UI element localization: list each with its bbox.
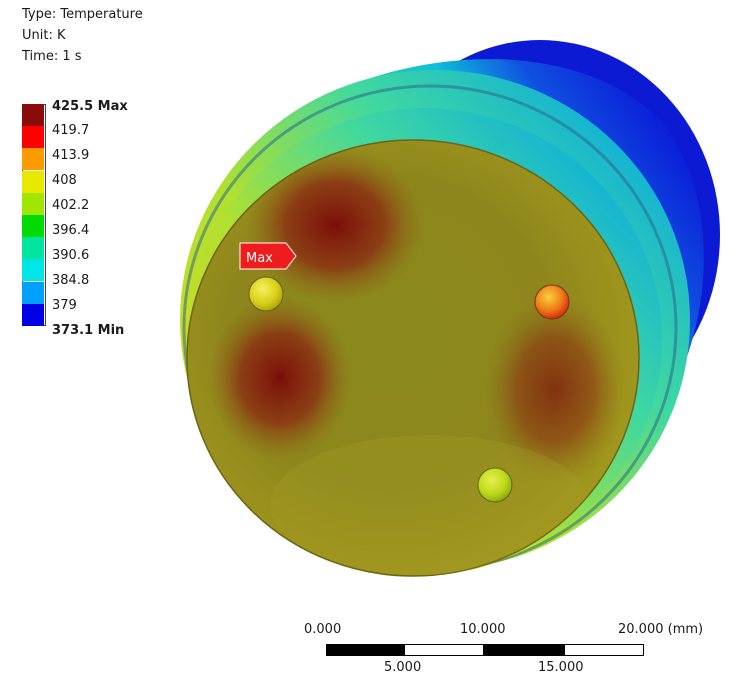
legend-swatch bbox=[22, 192, 44, 215]
scale-bar: 0.000 10.000 20.000 (mm) 5.000 15.000 bbox=[300, 616, 720, 680]
pin-right bbox=[534, 284, 570, 320]
legend-label: 408 bbox=[52, 173, 77, 188]
legend-label: 413.9 bbox=[52, 148, 90, 163]
scale-tick-label: 10.000 bbox=[460, 622, 506, 637]
legend-label: 390.6 bbox=[52, 248, 90, 263]
legend-label: 384.8 bbox=[52, 273, 90, 288]
legend-swatch bbox=[22, 237, 44, 260]
hot-spot bbox=[485, 295, 625, 485]
result-time: Time: 1 s bbox=[22, 49, 82, 64]
legend-label: 402.2 bbox=[52, 198, 90, 213]
scale-tick-label: 5.000 bbox=[384, 660, 422, 675]
max-probe-label[interactable]: Max bbox=[239, 242, 297, 270]
temperature-legend: 425.5 Max 419.7 413.9 408 402.2 396.4 39… bbox=[22, 100, 182, 338]
model-viewport[interactable]: Max bbox=[0, 0, 733, 600]
legend-swatch bbox=[22, 148, 44, 171]
scale-segment bbox=[326, 644, 404, 656]
pin-left bbox=[248, 276, 284, 312]
legend-label: 379 bbox=[52, 298, 77, 313]
legend-swatch bbox=[22, 259, 44, 282]
legend-swatch bbox=[22, 303, 44, 326]
legend-swatch bbox=[22, 104, 44, 126]
legend-label-max: 425.5 Max bbox=[52, 99, 128, 114]
legend-label: 396.4 bbox=[52, 223, 90, 238]
result-info: Type: Temperature Unit: K Time: 1 s bbox=[22, 4, 143, 67]
scale-segment bbox=[564, 644, 644, 656]
legend-swatch bbox=[22, 281, 44, 304]
legend-swatch bbox=[22, 170, 44, 193]
pin-bottom bbox=[477, 467, 513, 503]
scale-segment bbox=[484, 644, 564, 656]
legend-swatch bbox=[22, 126, 44, 149]
legend-label: 419.7 bbox=[52, 123, 90, 138]
legend-swatch bbox=[22, 215, 44, 237]
scale-tick-label: 20.000 (mm) bbox=[618, 622, 704, 637]
result-unit: Unit: K bbox=[22, 28, 66, 43]
result-type: Type: Temperature bbox=[22, 7, 143, 22]
max-probe-text: Max bbox=[246, 251, 273, 266]
scale-tick-label: 0.000 bbox=[304, 622, 342, 637]
legend-label-min: 373.1 Min bbox=[52, 323, 125, 338]
hot-spot bbox=[208, 296, 352, 460]
scale-tick-label: 15.000 bbox=[538, 660, 584, 675]
scale-segment bbox=[404, 644, 484, 656]
